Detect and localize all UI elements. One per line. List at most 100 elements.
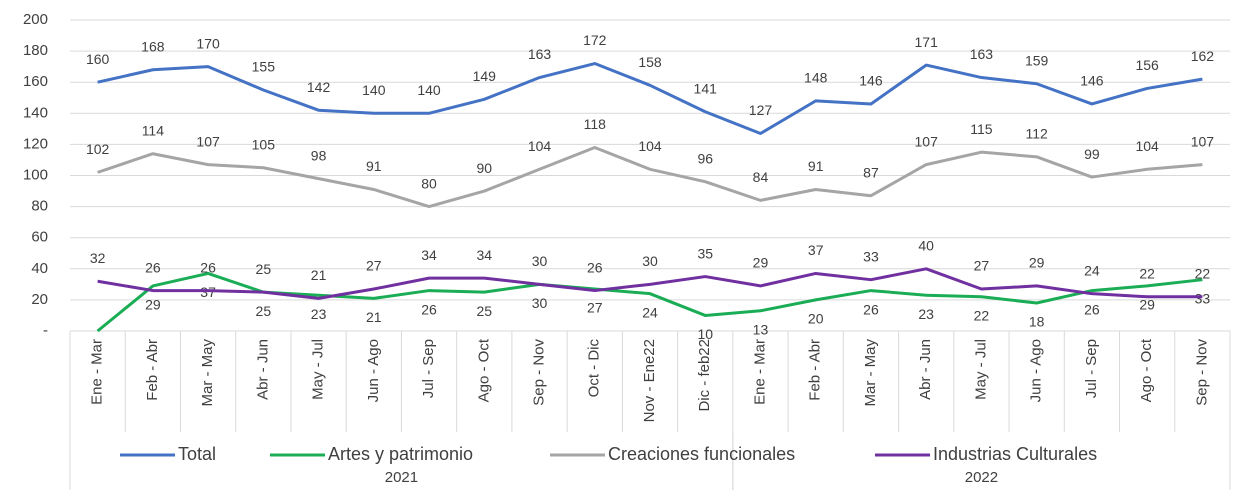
legend-label: Total [178,444,216,464]
data-label: 163 [528,46,552,62]
data-label: 127 [749,102,773,118]
y-tick-label: 60 [31,229,48,246]
x-tick-label: Ene - Mar [751,339,768,405]
data-label: 23 [311,306,327,322]
data-label: 96 [697,150,713,166]
data-label: 32 [90,250,106,266]
data-label: 141 [694,80,718,96]
x-tick-label: May - Jul [972,339,989,400]
y-tick-label: - [43,322,48,339]
data-label: 34 [476,247,492,263]
data-label: 20 [808,311,824,327]
data-label: 21 [311,267,327,283]
data-label: 159 [1025,52,1049,68]
data-label: 22 [1195,265,1211,281]
data-label: 24 [1084,262,1100,278]
data-label: 25 [256,303,272,319]
y-tick-label: 180 [23,42,48,59]
data-label: 160 [86,51,110,67]
data-label: 27 [974,258,990,274]
x-tick-label: Mar - May [862,339,879,407]
x-tick-label: Jun - Ago [1028,339,1045,402]
data-label: 168 [141,38,165,54]
data-label: 34 [421,247,437,263]
data-label: 26 [587,259,603,275]
y-tick-label: 20 [31,291,48,308]
data-label: 13 [753,321,769,337]
data-label: 26 [863,301,879,317]
data-label: 37 [808,242,824,258]
data-label: 35 [697,245,713,261]
data-label: 37 [200,284,216,300]
data-label: 87 [863,164,879,180]
series-line [97,146,1203,209]
x-tick-label: Jul - Sep [420,339,437,398]
data-label: 27 [366,258,382,274]
x-tick-label: Jun - Ago [365,339,382,402]
data-label: 102 [86,141,110,157]
data-label: 148 [804,70,828,86]
x-tick-label: Feb - Abr [807,339,824,401]
x-tick-label: Nov - Ene22 [641,339,658,422]
data-label: 114 [142,122,165,138]
data-label: 84 [753,169,769,185]
x-tick-label: Sep - Nov [530,339,547,406]
data-label: 90 [476,160,492,176]
group-label: 2022 [965,469,998,486]
data-label: 158 [638,54,662,70]
data-label: 112 [1026,126,1049,142]
y-tick-label: 160 [23,73,48,90]
data-label: 156 [1135,57,1159,73]
series-line [97,267,1203,300]
data-label: 91 [808,158,824,174]
data-label: 33 [1195,290,1211,306]
x-tick-label: Oct - Dic [586,339,603,398]
data-label: 23 [918,306,934,322]
data-label: 99 [1084,146,1100,162]
data-label: 172 [583,32,607,48]
y-tick-label: 100 [23,166,48,183]
data-label: 29 [753,255,769,271]
data-label: 26 [421,301,437,317]
data-label: 29 [145,297,161,313]
x-tick-label: Ene - Mar [89,339,106,405]
data-label: 140 [417,82,441,98]
x-tick-label: Feb - Abr [144,339,161,401]
data-label: 163 [970,46,994,62]
data-label: 25 [256,261,272,277]
data-label: 118 [584,116,607,132]
data-label: 104 [1135,138,1159,154]
data-label: 146 [859,73,883,89]
data-label: 105 [252,136,276,152]
x-tick-label: Ago - Oct [1138,338,1155,402]
y-tick-label: 140 [23,104,48,121]
x-tick-label: Mar - May [199,339,216,407]
data-label: 33 [863,248,879,264]
data-label: 162 [1191,48,1215,64]
x-tick-label: Dic - feb22 [696,339,713,412]
data-label: 142 [307,79,331,95]
data-label: 18 [1029,314,1045,330]
data-label: 104 [638,138,662,154]
data-label: 22 [1139,265,1155,281]
data-label: 10 [697,326,713,342]
legend-label: Creaciones funcionales [608,444,795,464]
x-tick-label: Ago - Oct [475,338,492,402]
y-tick-label: 200 [23,11,48,28]
legend-label: Industrias Culturales [933,444,1097,464]
group-label: 2021 [385,469,418,486]
y-tick-label: 80 [31,198,48,215]
data-label: 24 [642,304,658,320]
data-label: 21 [366,309,382,325]
data-label: 26 [145,259,161,275]
data-label: 171 [915,34,939,50]
data-label: 107 [1191,133,1215,149]
x-tick-label: Sep - Nov [1193,339,1210,406]
data-label: 80 [421,175,437,191]
data-label: 30 [532,253,548,269]
data-label: 27 [587,300,603,316]
y-tick-label: 40 [31,260,48,277]
data-label: 104 [528,138,552,154]
legend-label: Artes y patrimonio [328,444,473,464]
